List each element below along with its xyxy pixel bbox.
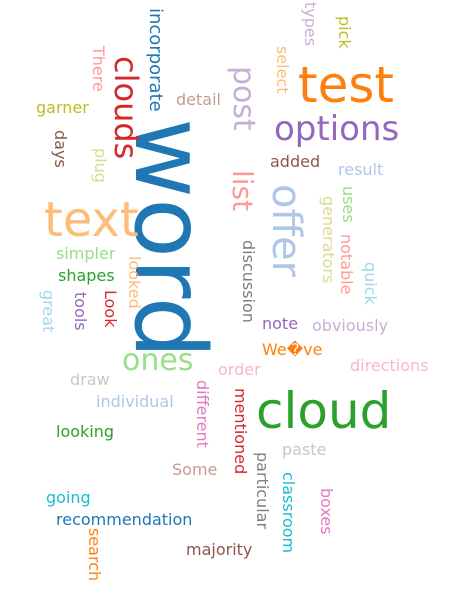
word-we-ve: We�ve — [262, 340, 323, 359]
word-ones: ones — [122, 343, 194, 378]
word-boxes: boxes — [317, 488, 336, 535]
word-post: post — [226, 66, 261, 131]
word-shapes: shapes — [58, 266, 115, 285]
word-look: Look — [101, 290, 120, 328]
word-going: going — [46, 488, 91, 507]
word-obviously: obviously — [312, 316, 389, 335]
word-list: list — [226, 170, 259, 212]
word-great: great — [39, 290, 58, 333]
word-directions: directions — [350, 356, 429, 375]
word-different: different — [193, 380, 212, 448]
word-clouds: clouds — [107, 56, 145, 160]
word-individual: individual — [96, 392, 174, 411]
word-tools: tools — [71, 292, 90, 331]
word-incorporate: incorporate — [145, 8, 166, 112]
word-types: types — [301, 2, 320, 47]
word-text: text — [44, 192, 139, 248]
word-paste: paste — [282, 440, 327, 459]
word-discussion: discussion — [239, 240, 258, 323]
word-options: options — [274, 109, 400, 149]
word-there: There — [89, 46, 108, 92]
word-particular: particular — [253, 452, 272, 530]
word-recommendation: recommendation — [56, 510, 193, 529]
word-added: added — [270, 152, 321, 171]
word-days: days — [51, 130, 70, 168]
word-garner: garner — [36, 98, 89, 117]
word-uses: uses — [339, 186, 358, 223]
word-classroom: classroom — [279, 472, 298, 554]
word-result: result — [338, 160, 384, 179]
word-search: search — [85, 528, 104, 582]
word-mentioned: mentioned — [231, 388, 250, 475]
word-test: test — [298, 56, 395, 114]
word-offer: offer — [263, 184, 309, 278]
word-some: Some — [172, 460, 218, 479]
word-simpler: simpler — [56, 244, 116, 263]
word-looking: looking — [56, 422, 115, 441]
word-looked: looked — [125, 256, 144, 309]
word-note: note — [262, 314, 299, 333]
word-quick: quick — [361, 262, 380, 305]
word-detail: detail — [176, 90, 221, 109]
word-cloud: cloud — [256, 382, 392, 440]
word-notable: notable — [337, 234, 356, 295]
word-plug: plug — [91, 148, 110, 183]
word-draw: draw — [70, 370, 110, 389]
word-pick: pick — [335, 16, 354, 49]
word-generators: generators — [319, 196, 338, 284]
word-select: select — [273, 46, 292, 94]
word-majority: majority — [186, 540, 253, 559]
word-order: order — [218, 360, 261, 379]
